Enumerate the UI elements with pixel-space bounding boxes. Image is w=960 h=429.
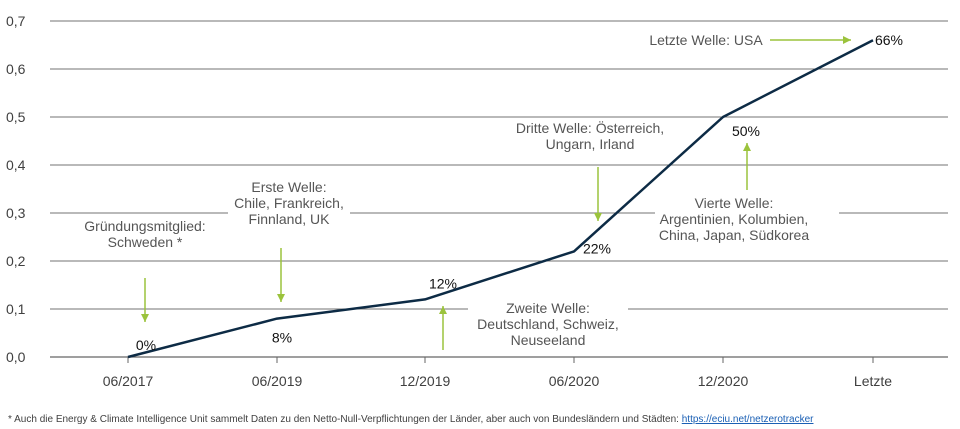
annotation-arrow-head: [277, 294, 285, 302]
x-axis: 06/2017 06/2019 12/2019 06/2020 12/2020 Letzt…: [103, 357, 892, 389]
series-line-path: [127, 39, 874, 359]
annotation-text: Deutschland, Schweiz,: [477, 316, 619, 332]
data-label: 12%: [429, 275, 457, 291]
data-label: 8%: [272, 330, 292, 346]
x-tick-label: 12/2019: [400, 373, 451, 389]
x-tick-label: 06/2020: [549, 373, 600, 389]
x-tick-label: 06/2017: [103, 373, 154, 389]
y-tick-label: 0,0: [6, 349, 26, 365]
annotation-text: China, Japan, Südkorea: [659, 227, 809, 243]
footnote-text: * Auch die Energy & Climate Intelligence…: [8, 414, 682, 425]
annotation-text: Zweite Welle:: [506, 300, 590, 316]
annotation-text: Ungarn, Irland: [546, 136, 635, 152]
y-tick-label: 0,5: [6, 109, 26, 125]
annotation-arrow-head: [141, 314, 149, 322]
annotation-text: Schweden *: [108, 234, 183, 250]
annotation-arrow-head: [594, 213, 602, 221]
y-tick-label: 0,4: [6, 157, 26, 173]
data-label: 66%: [875, 32, 903, 48]
line-chart: 0,0 0,1 0,2 0,3 0,4 0,5 0,6 0,7 06/2017 06/2019 1…: [6, 13, 948, 389]
y-axis: 0,0 0,1 0,2 0,3 0,4 0,5 0,6 0,7: [6, 13, 26, 365]
y-tick-label: 0,6: [6, 61, 26, 77]
annotation-background: [655, 193, 839, 255]
annotation-arrow-head: [843, 36, 851, 44]
series-line: [127, 39, 874, 359]
data-labels: 0% 8% 12% 22% 50% 66%: [136, 32, 903, 353]
x-tick-label: Letzte: [854, 373, 892, 389]
y-tick-label: 0,7: [6, 13, 26, 29]
footnote-link[interactable]: https://eciu.net/netzerotracker: [681, 414, 814, 425]
annotation-text: Argentinien, Kolumbien,: [660, 211, 809, 227]
annotation-text: Vierte Welle:: [695, 195, 774, 211]
data-label: 0%: [136, 337, 156, 353]
gridlines: [50, 20, 948, 358]
x-tick-label: 12/2020: [698, 373, 749, 389]
data-label: 22%: [583, 240, 611, 256]
annotations: Gründungsmitglied:Schweden * Erste Welle:…: [70, 30, 851, 354]
y-tick-label: 0,1: [6, 301, 26, 317]
annotation-background: [652, 30, 764, 52]
y-tick-label: 0,3: [6, 205, 26, 221]
annotation-text: Finnland, UK: [249, 211, 331, 227]
annotation-background: [70, 216, 222, 254]
annotation-text: Letzte Welle: USA: [649, 32, 763, 48]
annotation-arrow-head: [439, 306, 447, 314]
x-tick-label: 06/2019: [252, 373, 303, 389]
annotation-text: Neuseeland: [511, 332, 586, 348]
annotation-text: Gründungsmitglied:: [84, 218, 205, 234]
annotation-background: [468, 298, 628, 354]
annotation-arrow-head: [743, 143, 751, 151]
annotation-text: Dritte Welle: Österreich,: [516, 119, 664, 136]
data-label: 50%: [732, 123, 760, 139]
annotation-background: [500, 118, 680, 156]
annotation-background: [228, 177, 350, 239]
footnote: * Auch die Energy & Climate Intelligence…: [8, 414, 813, 425]
annotation-text: Chile, Frankreich,: [234, 195, 344, 211]
y-tick-label: 0,2: [6, 253, 26, 269]
annotation-text: Erste Welle:: [251, 179, 326, 195]
